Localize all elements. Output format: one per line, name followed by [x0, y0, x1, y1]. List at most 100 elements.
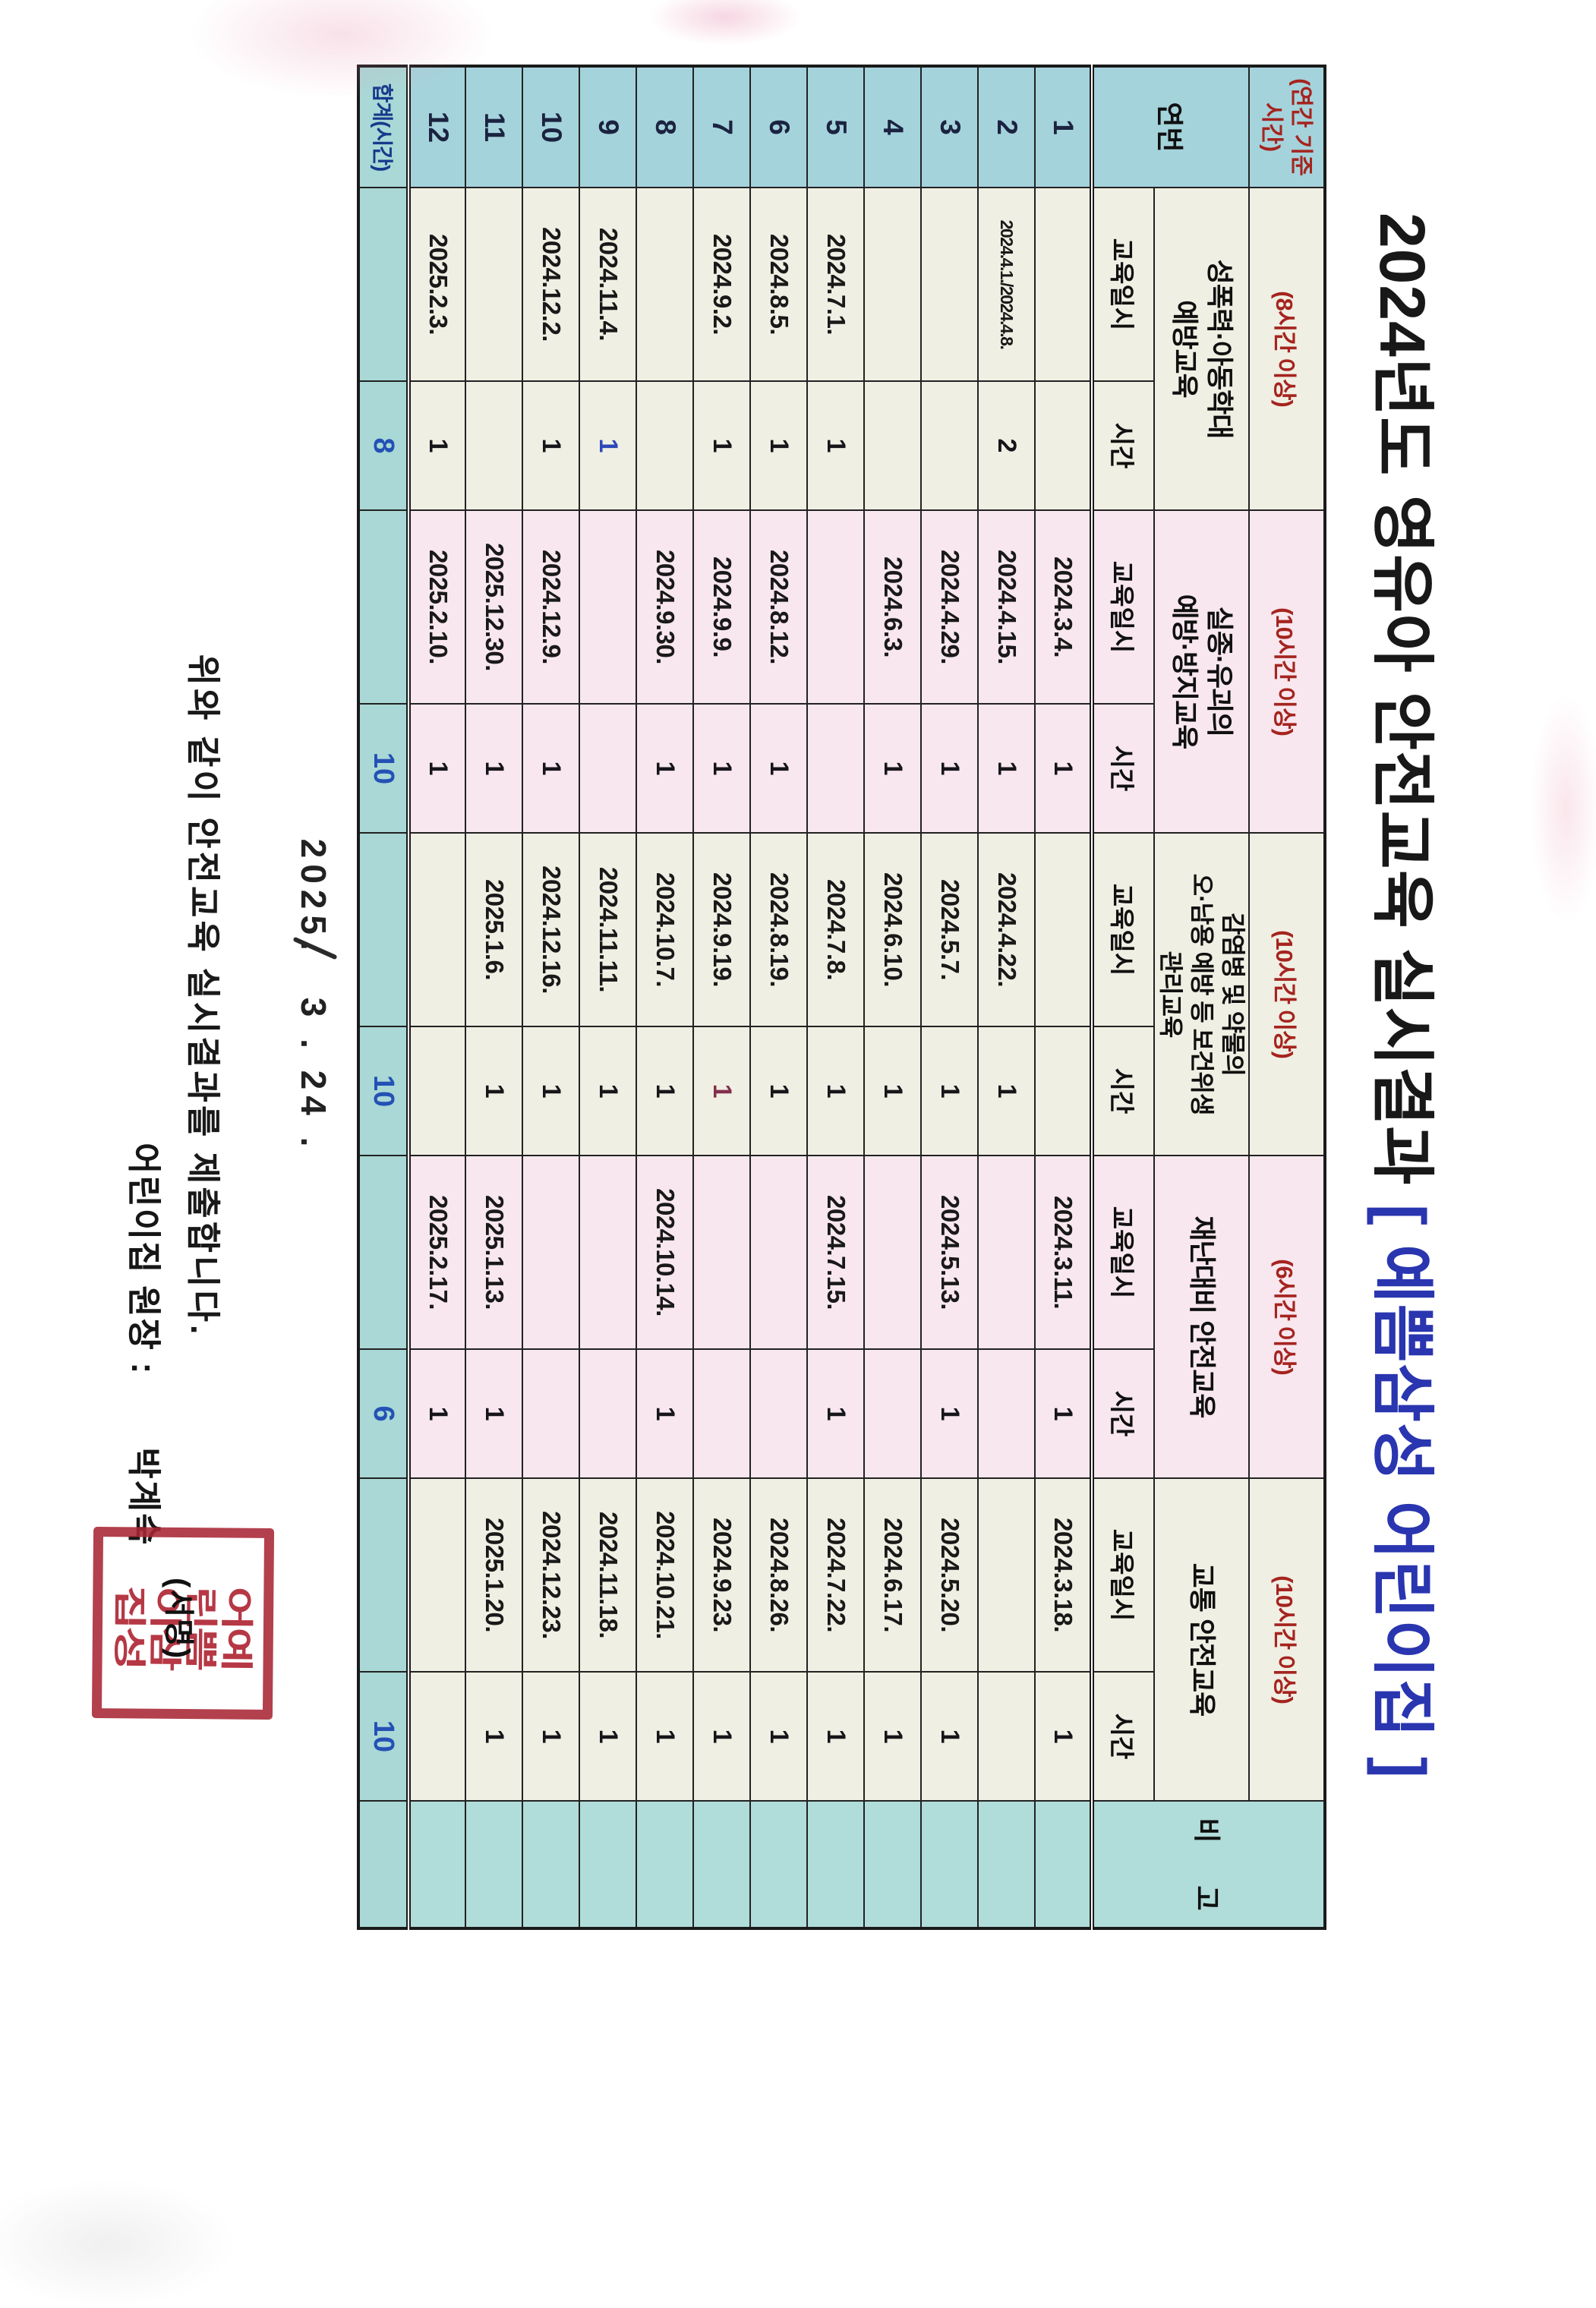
hours-cell: 1 [1035, 704, 1093, 834]
annual-standard-hours-note: (연간 기준 시간) [1249, 66, 1325, 188]
page-title-main: 2024년도 영유아 안전교육 실시결과 [1367, 212, 1438, 1204]
education-date-cell [1035, 833, 1093, 1027]
hours-cell: 1 [978, 1026, 1036, 1156]
hours-cell [807, 704, 865, 834]
page-title: 2024년도 영유아 안전교육 실시결과 [ 예쁨삼성 어린이집 ] [1361, 65, 1453, 1927]
hours-cell: 1 [807, 1026, 865, 1156]
category-4-hours-note: (6시간 이상) [1249, 1156, 1325, 1479]
row-number-cell: 6 [750, 66, 808, 188]
education-date-cell: 2024.6.3. [864, 510, 922, 704]
remark-cell [408, 1801, 466, 1929]
remark-cell [921, 1801, 979, 1929]
hours-column-label: 시간 [1092, 1349, 1155, 1479]
category-1-hours-note: (8시간 이상) [1249, 188, 1325, 510]
hours-cell: 1 [408, 704, 466, 834]
table-row: 6 2024.8.5. 1 2024.8.12. 1 2024.8.19. 1 2024.8.… [750, 66, 808, 1929]
hours-cell [408, 1026, 466, 1156]
hours-cell [522, 1349, 580, 1479]
hours-cell [579, 704, 637, 834]
education-date-cell: 2024.4.15. [978, 510, 1036, 704]
remark-cell [693, 1801, 751, 1929]
total-hours-category-4: 6 [358, 1349, 409, 1479]
hours-cell [750, 1349, 808, 1479]
remark-cell [807, 1801, 865, 1929]
date-column-label: 교육일시 [1092, 1478, 1155, 1673]
education-date-cell: 2024.12.23. [522, 1478, 580, 1673]
table-row: 10 2024.12.2. 1 2024.12.9. 1 2024.12.16. 1 2024… [522, 66, 580, 1929]
education-date-cell: 2024.10.21. [636, 1478, 694, 1673]
education-date-cell: 2024.10.14. [636, 1156, 694, 1350]
total-date-cell [358, 188, 409, 381]
hours-cell: 1 [636, 1349, 694, 1479]
hours-cell: 1 [693, 1026, 751, 1156]
category-2-name: 실종·유괴의 예방·방지교육 [1154, 510, 1249, 834]
hours-column-label: 시간 [1092, 381, 1155, 510]
page-title-org-name: [ 예쁨삼성 어린이집 ] [1367, 1203, 1438, 1780]
table-row: 1 2024.3.4. 1 2024.3.11. 1 2024.3.18. 1 [1035, 66, 1093, 1929]
education-date-cell: 2025.12.30. [465, 510, 523, 704]
education-date-cell: 2024.4.22. [978, 833, 1036, 1027]
hours-cell: 1 [522, 1672, 580, 1802]
hours-column-label: 시간 [1092, 1026, 1155, 1156]
hours-column-label: 시간 [1092, 1672, 1155, 1802]
education-date-cell [807, 510, 865, 704]
education-date-cell: 2024.11.18. [579, 1478, 637, 1673]
submission-date-month-day: 3 . 24 . [294, 997, 333, 1153]
table-row: 2 2024.4.1./2024.4.8. 2 2024.4.15. 1 2024.4.2… [978, 66, 1036, 1929]
hours-cell [693, 1349, 751, 1479]
education-date-cell: 2024.12.9. [522, 510, 580, 704]
remark-cell [978, 1801, 1036, 1929]
table-row: 9 2024.11.4. 1 2024.11.11. 1 2024.11.18. 1 [579, 66, 637, 1929]
education-date-cell: 2024.3.4. [1035, 510, 1093, 704]
education-date-cell [978, 1156, 1036, 1350]
hours-cell: 1 [522, 704, 580, 834]
education-date-cell [1035, 188, 1093, 381]
row-number-cell: 8 [636, 66, 694, 188]
remark-cell [864, 1801, 922, 1929]
hours-cell: 1 [864, 704, 922, 834]
education-date-cell [522, 1156, 580, 1350]
education-date-cell: 2024.11.4. [579, 188, 637, 381]
remark-cell [1035, 1801, 1093, 1929]
row-number-cell: 7 [693, 66, 751, 188]
education-date-cell: 2024.3.18. [1035, 1478, 1093, 1673]
remark-cell [636, 1801, 694, 1929]
hours-cell: 1 [1035, 1672, 1093, 1802]
signature-placeholder-note: (서명) [162, 1578, 195, 1660]
education-date-cell: 2025.1.20. [465, 1478, 523, 1673]
hours-cell: 1 [636, 1026, 694, 1156]
remark-column-header: 비 고 [1092, 1801, 1325, 1929]
signer-title-label: 어린이집 원장 : [125, 1143, 163, 1376]
row-number-column-header: 연번 [1092, 66, 1249, 188]
hours-cell: 1 [807, 1349, 865, 1479]
education-date-cell: 2024.5.20. [921, 1478, 979, 1673]
hours-cell: 1 [864, 1672, 922, 1802]
total-hours-category-3: 10 [358, 1026, 409, 1156]
hours-cell: 1 [522, 1026, 580, 1156]
remark-cell [522, 1801, 580, 1929]
hours-cell: 1 [522, 381, 580, 510]
category-5-name: 교통 안전교육 [1154, 1478, 1249, 1802]
hours-cell [978, 1349, 1036, 1479]
education-date-cell [864, 1156, 922, 1350]
education-date-cell [978, 1478, 1036, 1673]
category-3-hours-note: (10시간 이상) [1249, 833, 1325, 1156]
hours-cell [864, 1349, 922, 1479]
hours-cell [1035, 1026, 1093, 1156]
row-number-cell: 3 [921, 66, 979, 188]
category-2-hours-note: (10시간 이상) [1249, 510, 1325, 834]
hours-cell [636, 381, 694, 510]
education-date-cell: 2024.7.1. [807, 188, 865, 381]
education-date-cell: 2025.1.13. [465, 1156, 523, 1350]
hours-cell: 1 [693, 1672, 751, 1802]
education-date-cell: 2024.6.17. [864, 1478, 922, 1673]
education-date-cell: 2024.9.19. [693, 833, 751, 1027]
table-row: 8 2024.9.30. 1 2024.10.7. 1 2024.10.14. 1 2024.… [636, 66, 694, 1929]
education-date-cell: 2024.10.7. [636, 833, 694, 1027]
hours-cell: 1 [693, 381, 751, 510]
hours-cell [978, 1672, 1036, 1802]
education-date-cell: 2024.3.11. [1035, 1156, 1093, 1350]
remark-cell [579, 1801, 637, 1929]
hours-cell: 1 [636, 704, 694, 834]
education-date-cell [864, 188, 922, 381]
